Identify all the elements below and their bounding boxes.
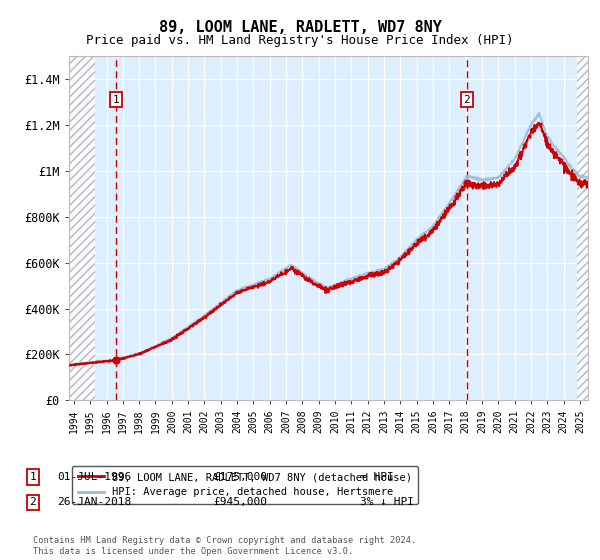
Text: 2: 2 — [29, 497, 37, 507]
Text: 3% ↓ HPI: 3% ↓ HPI — [360, 497, 414, 507]
Text: £175,000: £175,000 — [213, 472, 267, 482]
Text: 26-JAN-2018: 26-JAN-2018 — [57, 497, 131, 507]
Text: 1: 1 — [29, 472, 37, 482]
Text: 1: 1 — [113, 95, 119, 105]
Bar — [69, 56, 95, 400]
Text: 89, LOOM LANE, RADLETT, WD7 8NY: 89, LOOM LANE, RADLETT, WD7 8NY — [158, 20, 442, 35]
Legend: 89, LOOM LANE, RADLETT, WD7 8NY (detached house), HPI: Average price, detached h: 89, LOOM LANE, RADLETT, WD7 8NY (detache… — [71, 466, 418, 503]
Text: ≈ HPI: ≈ HPI — [360, 472, 394, 482]
Text: 2: 2 — [463, 95, 470, 105]
Text: Price paid vs. HM Land Registry's House Price Index (HPI): Price paid vs. HM Land Registry's House … — [86, 34, 514, 46]
Text: Contains HM Land Registry data © Crown copyright and database right 2024.
This d: Contains HM Land Registry data © Crown c… — [33, 536, 416, 556]
Text: 01-JUL-1996: 01-JUL-1996 — [57, 472, 131, 482]
Text: £945,000: £945,000 — [213, 497, 267, 507]
Bar — [577, 56, 588, 400]
